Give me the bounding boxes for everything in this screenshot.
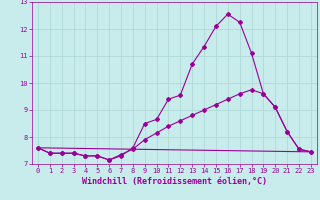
X-axis label: Windchill (Refroidissement éolien,°C): Windchill (Refroidissement éolien,°C) bbox=[82, 177, 267, 186]
